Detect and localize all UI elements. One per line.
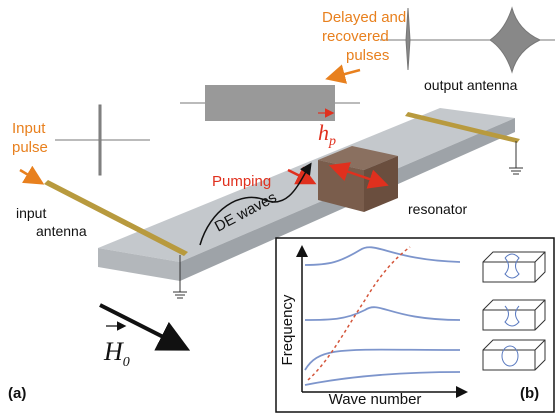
input-pulse-label: Input pulse: [12, 120, 48, 156]
de-wave-arrow: [199, 162, 312, 246]
output-antenna: [405, 112, 520, 143]
output-arrow: [325, 64, 361, 84]
panel-a-label: (a): [8, 385, 26, 402]
input-arrow: [19, 165, 45, 185]
ground-symbols: [173, 141, 523, 299]
pumping-label: Pumping: [212, 173, 271, 190]
input-antenna-label: input antenna: [16, 205, 87, 239]
bias-arrow: [99, 303, 191, 351]
pumping-arrow: [287, 166, 317, 185]
resonator: [318, 146, 398, 212]
pulses: [55, 6, 555, 176]
resonator-label: resonator: [408, 201, 467, 217]
h-field-label: hp: [318, 120, 336, 149]
bias-field-label: H0: [103, 337, 130, 370]
output-antenna-label: output antenna: [424, 77, 518, 93]
inset: Frequency Wave number (b): [275, 237, 555, 413]
pump-field-arrow: [328, 162, 389, 189]
inset-x-label: Wave number: [329, 391, 422, 408]
inset-y-label: Frequency: [279, 294, 296, 365]
panel-b-label: (b): [520, 385, 539, 402]
input-antenna: [44, 180, 188, 256]
output-pulse-label: Delayed and recovered pulses: [322, 9, 406, 64]
